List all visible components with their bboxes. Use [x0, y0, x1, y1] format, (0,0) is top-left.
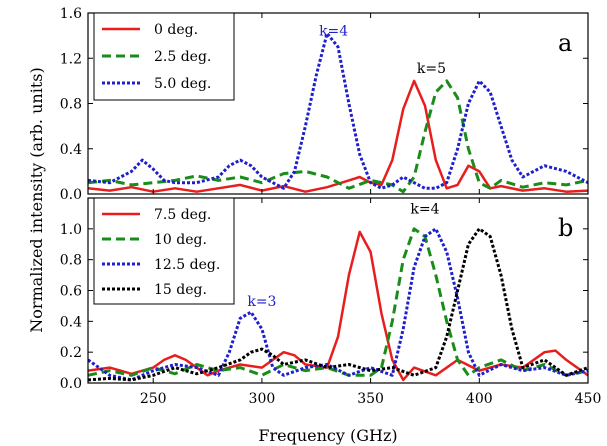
y-axis-label: Normalized intensity (arb. units): [27, 67, 46, 332]
series-line-0: [88, 230, 588, 382]
legend-label: 7.5 deg.: [154, 207, 211, 223]
y-tick-label: 0.0: [60, 187, 82, 203]
series-line-1: [88, 227, 588, 377]
series-line-2: [88, 31, 588, 190]
panel-b: 0.0 0.2 0.4 0.6 0.8 1.0 250 300 350 400 450 b k=4 k=3…: [60, 197, 602, 407]
legend-box: [93, 197, 235, 305]
legend-label: 15 deg.: [154, 282, 207, 298]
legend-label: 5.0 deg.: [154, 76, 211, 92]
legend-label: 10 deg.: [154, 232, 207, 248]
x-tick-label: 350: [357, 391, 384, 407]
x-tick-label: 450: [575, 391, 602, 407]
series-line-3: [88, 227, 588, 382]
x-tick-label: 400: [466, 391, 493, 407]
plot-frame: [87, 197, 589, 384]
y-tick-label: 0.8: [60, 253, 82, 269]
y-tick-label: 0.6: [60, 284, 82, 300]
y-tick-label: 1.6: [60, 6, 82, 22]
y-tick-label: 0.4: [60, 142, 82, 158]
panel-a: 0.0 0.4 0.8 1.2 1.6 a k=4 k=5 0 deg. 2.5 deg. 5.0 …: [60, 6, 589, 203]
series-group: [88, 227, 588, 382]
legend-label: 0 deg.: [154, 22, 198, 38]
panel-label: a: [558, 29, 572, 57]
y-tick-label: 1.2: [60, 51, 82, 67]
x-tick-label: 300: [249, 391, 276, 407]
panel-label: b: [558, 214, 573, 242]
series-group: [88, 31, 588, 194]
y-tick-label: 0.4: [60, 314, 82, 330]
annotation: k=4: [319, 24, 348, 40]
y-tick-label: 0.8: [60, 97, 82, 113]
y-tick-label: 1.0: [60, 222, 82, 238]
legend-label: 12.5 deg.: [154, 257, 220, 273]
annotation: k=5: [417, 61, 446, 77]
x-axis-label: Frequency (GHz): [258, 426, 397, 445]
annotation: k=4: [410, 201, 439, 217]
plot-frame: [87, 12, 589, 195]
legend-label: 2.5 deg.: [154, 49, 211, 65]
y-tick-label: 0.0: [60, 376, 82, 392]
annotation: k=3: [247, 294, 276, 310]
y-tick-label: 0.2: [60, 345, 82, 361]
x-tick-label: 250: [140, 391, 167, 407]
